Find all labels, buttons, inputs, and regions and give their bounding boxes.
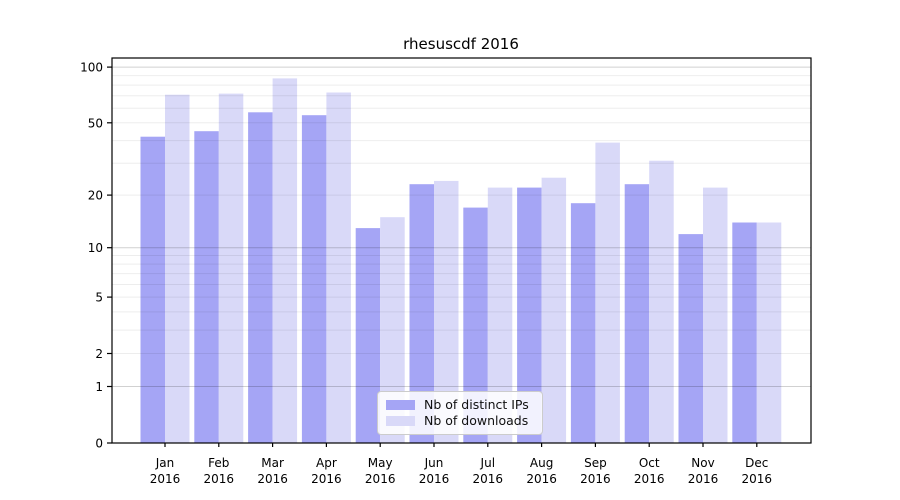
bar-mar-distinct-ips xyxy=(248,112,273,444)
legend-item-downloads: Nb of downloads xyxy=(386,413,542,428)
legend-item-distinct-ips: Nb of distinct IPs xyxy=(386,396,542,412)
bar-feb-distinct-ips xyxy=(194,131,219,443)
x-tick-label-year: 2016 xyxy=(150,472,181,486)
bar-nov-distinct-ips xyxy=(678,234,703,443)
x-tick-label-month: May xyxy=(368,456,393,470)
y-tick-label: 2 xyxy=(95,347,103,361)
x-tick-label-month: Apr xyxy=(316,456,337,470)
x-tick-label-month: Aug xyxy=(530,456,553,470)
x-tick-label-year: 2016 xyxy=(257,472,288,486)
x-tick-label-month: Jun xyxy=(424,456,444,470)
x-tick-label-year: 2016 xyxy=(688,472,719,486)
legend-swatch-distinct-ips xyxy=(386,399,415,410)
x-tick-label-year: 2016 xyxy=(311,472,342,486)
x-tick-label-year: 2016 xyxy=(634,472,665,486)
y-tick-label: 50 xyxy=(88,116,103,130)
bar-mar-downloads xyxy=(272,78,298,444)
y-tick-label: 0 xyxy=(95,437,103,451)
bar-oct-downloads xyxy=(649,160,674,443)
x-tick-label-year: 2016 xyxy=(365,472,396,486)
x-tick-label-month: Sep xyxy=(584,456,607,470)
bar-sep-downloads xyxy=(595,142,620,443)
bar-dec-downloads xyxy=(756,222,782,443)
legend-label-distinct-ips: Nb of distinct IPs xyxy=(424,396,529,412)
y-tick-label: 10 xyxy=(88,241,103,255)
x-tick-label-month: Jul xyxy=(480,456,495,470)
bar-sep-distinct-ips xyxy=(570,203,596,443)
y-tick-label: 100 xyxy=(80,61,103,75)
y-tick-label: 1 xyxy=(95,380,103,394)
x-tick-label-month: Nov xyxy=(691,456,714,470)
bar-jan-distinct-ips xyxy=(140,136,165,443)
x-tick-label-month: Jan xyxy=(155,456,175,470)
x-tick-label-year: 2016 xyxy=(473,472,504,486)
plot-border xyxy=(111,57,812,444)
chart-title: rhesuscdf 2016 xyxy=(403,35,519,53)
x-tick-label-year: 2016 xyxy=(580,472,611,486)
x-tick-label-year: 2016 xyxy=(742,472,773,486)
bar-apr-downloads xyxy=(326,92,351,443)
bar-apr-distinct-ips xyxy=(301,115,327,443)
bar-jan-downloads xyxy=(165,94,190,443)
bar-may-distinct-ips xyxy=(355,228,381,443)
x-tick-label-month: Feb xyxy=(208,456,229,470)
legend-label-downloads: Nb of downloads xyxy=(424,413,529,428)
y-tick-label: 5 xyxy=(95,291,103,305)
x-tick-label-year: 2016 xyxy=(204,472,235,486)
bar-aug-downloads xyxy=(541,177,567,443)
x-tick-label-month: Dec xyxy=(745,456,768,470)
x-tick-label-month: Oct xyxy=(639,456,660,470)
bar-oct-distinct-ips xyxy=(624,184,650,443)
bar-dec-distinct-ips xyxy=(732,222,757,443)
bar-nov-downloads xyxy=(703,187,728,443)
x-tick-label-year: 2016 xyxy=(419,472,450,486)
x-tick-label-month: Mar xyxy=(261,456,284,470)
legend-swatch-downloads xyxy=(386,416,415,427)
y-tick-label: 20 xyxy=(88,189,103,203)
bar-feb-downloads xyxy=(218,93,244,443)
x-tick-label-year: 2016 xyxy=(526,472,557,486)
legend: Nb of distinct IPs Nb of downloads xyxy=(377,391,543,435)
